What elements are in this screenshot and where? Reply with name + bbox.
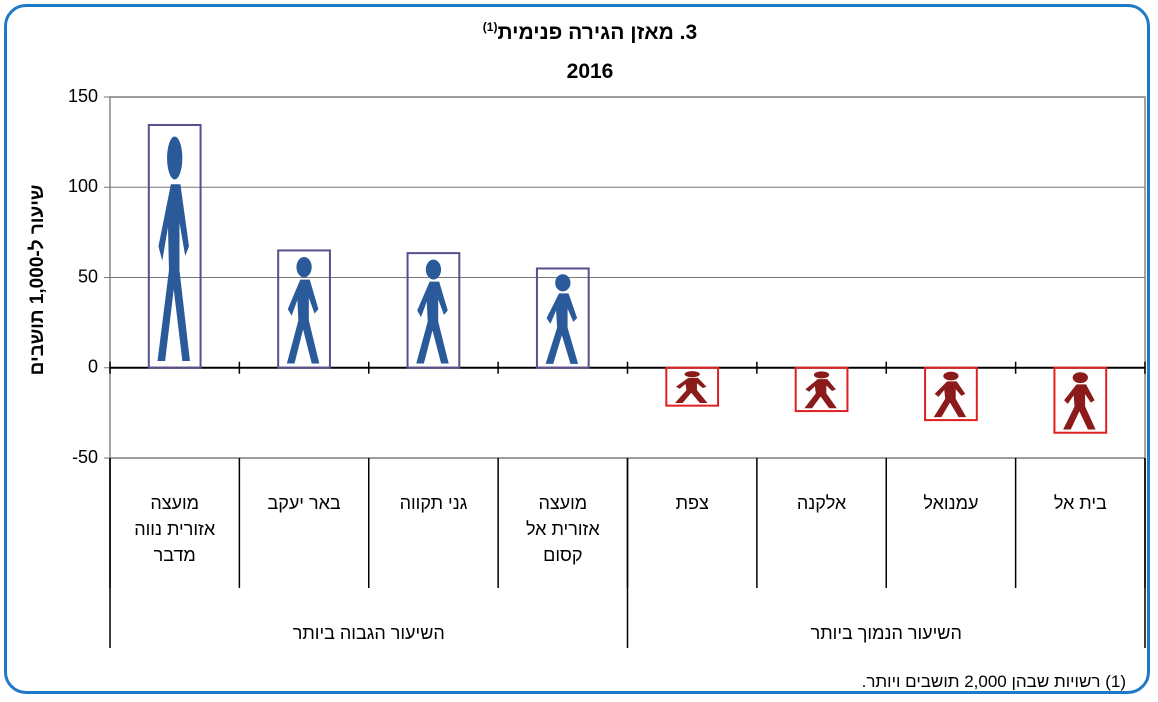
x-tick-label: מועצה אזורית נווה מדבר [134, 493, 216, 565]
bar-group [794, 366, 849, 413]
bar-group [406, 252, 461, 369]
x-tick-label: מועצה אזורית אל קסום [525, 493, 600, 565]
chart-title: 3. מאזן הגירה פנימית [497, 21, 698, 44]
group-label: השיעור הנמוך ביותר [810, 623, 962, 643]
icon-head [684, 371, 700, 378]
x-tick-label: עמנואל [923, 493, 979, 513]
bar [924, 366, 978, 422]
bar [277, 249, 331, 369]
bar [535, 267, 590, 369]
x-tick-label: אלקנה [796, 493, 847, 513]
x-tick-label: צפת [675, 493, 709, 513]
icon-head [813, 371, 830, 379]
icon-head [296, 256, 312, 278]
bar [794, 366, 849, 413]
y-tick-label: 0 [88, 357, 98, 377]
icon-head [555, 274, 571, 292]
icon-head [943, 371, 959, 381]
icon-body [416, 281, 449, 364]
footnote: (1) רשויות שבהן 2,000 תושבים ויותר. [861, 672, 1126, 691]
icon-body [804, 379, 837, 409]
bar [1053, 366, 1108, 434]
bar [147, 123, 202, 369]
y-tick-label: -50 [72, 447, 98, 467]
chart-title-box: 3. מאזן הגירה פנימית(1) [0, 20, 1158, 45]
icon-head [425, 259, 442, 280]
icon-head [1072, 372, 1088, 384]
y-tick-label: 150 [68, 86, 98, 106]
icon-head [167, 136, 183, 180]
icon-body [286, 279, 320, 364]
y-tick-label: 100 [68, 176, 98, 196]
bar-group [1053, 366, 1108, 434]
x-tick-label: באר יעקב [267, 493, 341, 513]
icon-body [1063, 384, 1096, 430]
y-axis-label: שיעור ל-1,000 תושבים [27, 184, 48, 376]
x-tick-label: גני תקווה [399, 493, 468, 513]
bar [665, 366, 720, 407]
y-tick-label: 50 [78, 266, 98, 286]
icon-body [157, 184, 190, 361]
bar-group [665, 366, 720, 407]
frame [4, 4, 1150, 694]
icon-body [545, 293, 579, 364]
chart-subtitle: 2016 [566, 60, 614, 83]
bar-group [924, 366, 978, 422]
title-note: (1) [482, 20, 498, 34]
bar-group [147, 123, 202, 369]
x-tick-label: בית אל [1053, 493, 1107, 513]
icon-body [933, 381, 967, 418]
bar-group [535, 267, 590, 369]
icon-body [674, 377, 708, 403]
group-label: השיעור הגבוה ביותר [292, 623, 445, 643]
bar [406, 252, 461, 369]
bar-group [277, 249, 331, 369]
